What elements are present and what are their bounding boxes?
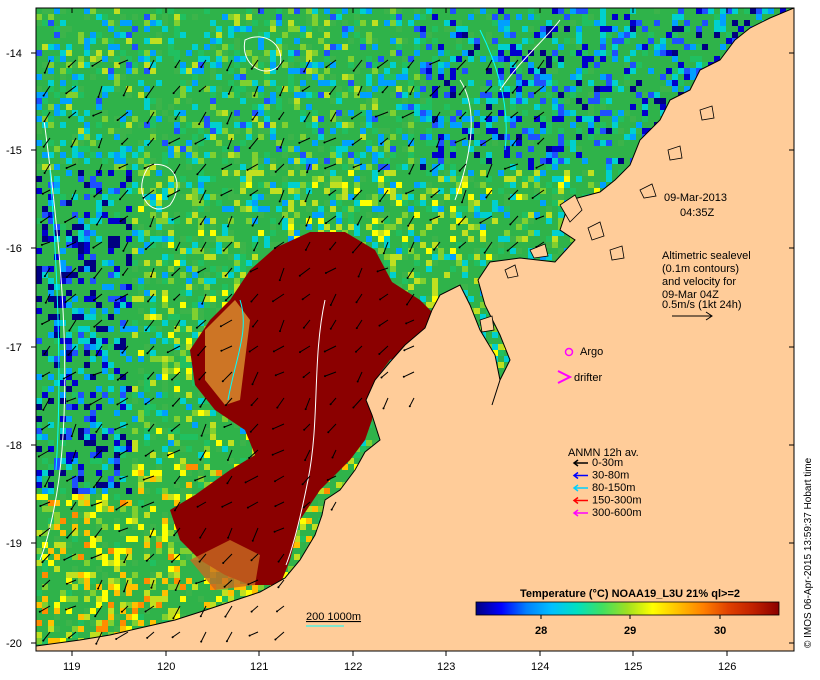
anmn-legend-arrowhead-icon (572, 496, 579, 505)
lat-tick-label: -17 (6, 342, 22, 354)
anmn-legend-arrowhead-icon (572, 509, 579, 517)
anmn-legend: ANMN 12h av. 0-30m30-80m80-150m150-300m3… (568, 447, 642, 519)
anmn-legend-arrowhead-icon (572, 459, 579, 467)
anmn-legend-label: 150-300m (592, 495, 642, 507)
lat-tick-label: -18 (6, 440, 22, 452)
temperature-colorbar: Temperature (°C) NOAA19_L3U 21% ql>=2 28… (475, 588, 780, 637)
lat-tick-label: -16 (6, 243, 22, 255)
land-mass (36, 8, 794, 651)
argo-label: Argo (580, 346, 603, 358)
latitude-axis: -14 -15 -16 -17 -18 -19 -20 (6, 48, 794, 650)
colorbar-gradient (475, 601, 780, 616)
anmn-legend-label: 0-30m (592, 457, 623, 469)
cyan-contours (49, 29, 507, 471)
warm-orange-patch (205, 300, 250, 405)
altimetry-line-1: Altimetric sealevel (662, 250, 751, 262)
colorbar-title: Temperature (°C) NOAA19_L3U 21% ql>=2 (520, 588, 740, 600)
anmn-legend-arrowhead-icon (572, 471, 579, 480)
altimetry-line-4: 09-Mar 04Z (662, 289, 719, 301)
altimetry-line-5: 0.5m/s (1kt 24h) (662, 299, 741, 311)
lon-tick-label: 121 (250, 661, 268, 673)
altimetry-line-3: and velocity for (662, 276, 736, 288)
coastal-islands (479, 105, 715, 333)
lat-tick-label: -19 (6, 538, 22, 550)
lon-tick-label: 126 (718, 661, 736, 673)
anmn-legend-label: 80-150m (592, 482, 635, 494)
lon-tick-label: 125 (624, 661, 642, 673)
plot-frame (35, 7, 795, 652)
timestamp-time: 04:35Z (680, 207, 715, 219)
anmn-legend-title: ANMN 12h av. (568, 447, 639, 459)
anmn-legend-arrowhead-icon (572, 484, 579, 492)
anmn-legend-label: 30-80m (592, 470, 629, 482)
velocity-vectors (37, 59, 545, 645)
lat-tick-label: -20 (6, 638, 22, 650)
lon-tick-label: 124 (531, 661, 549, 673)
argo-marker-icon (564, 347, 574, 357)
warm-orange-patch-2 (190, 540, 260, 590)
drifter-label: drifter (574, 372, 602, 384)
sealevel-contours (39, 19, 561, 566)
longitude-axis: 119 120 121 122 123 124 125 126 (63, 8, 736, 673)
colorbar-tick-label: 29 (624, 625, 636, 637)
lat-tick-label: -15 (6, 145, 22, 157)
lon-tick-label: 122 (344, 661, 362, 673)
colorbar-tick-label: 28 (535, 625, 547, 637)
altimetry-line-2: (0.1m contours) (662, 263, 739, 275)
lon-tick-label: 119 (63, 661, 81, 673)
anmn-legend-label: 300-600m (592, 507, 642, 519)
credit-text: © IMOS 06-Apr-2015 13:59:37 Hobart time (803, 457, 814, 648)
lon-tick-label: 120 (157, 661, 175, 673)
lon-tick-label: 123 (437, 661, 455, 673)
depth-contour-label: 200 1000m (306, 611, 361, 623)
timestamp-date: 09-Mar-2013 (664, 192, 727, 204)
colorbar-tick-label: 30 (714, 625, 726, 637)
lat-tick-label: -14 (6, 48, 22, 60)
drifter-marker-icon (557, 370, 573, 384)
altimetry-legend: Altimetric sealevel (0.1m contours) and … (662, 250, 751, 321)
velocity-scale-arrowhead (705, 311, 713, 321)
